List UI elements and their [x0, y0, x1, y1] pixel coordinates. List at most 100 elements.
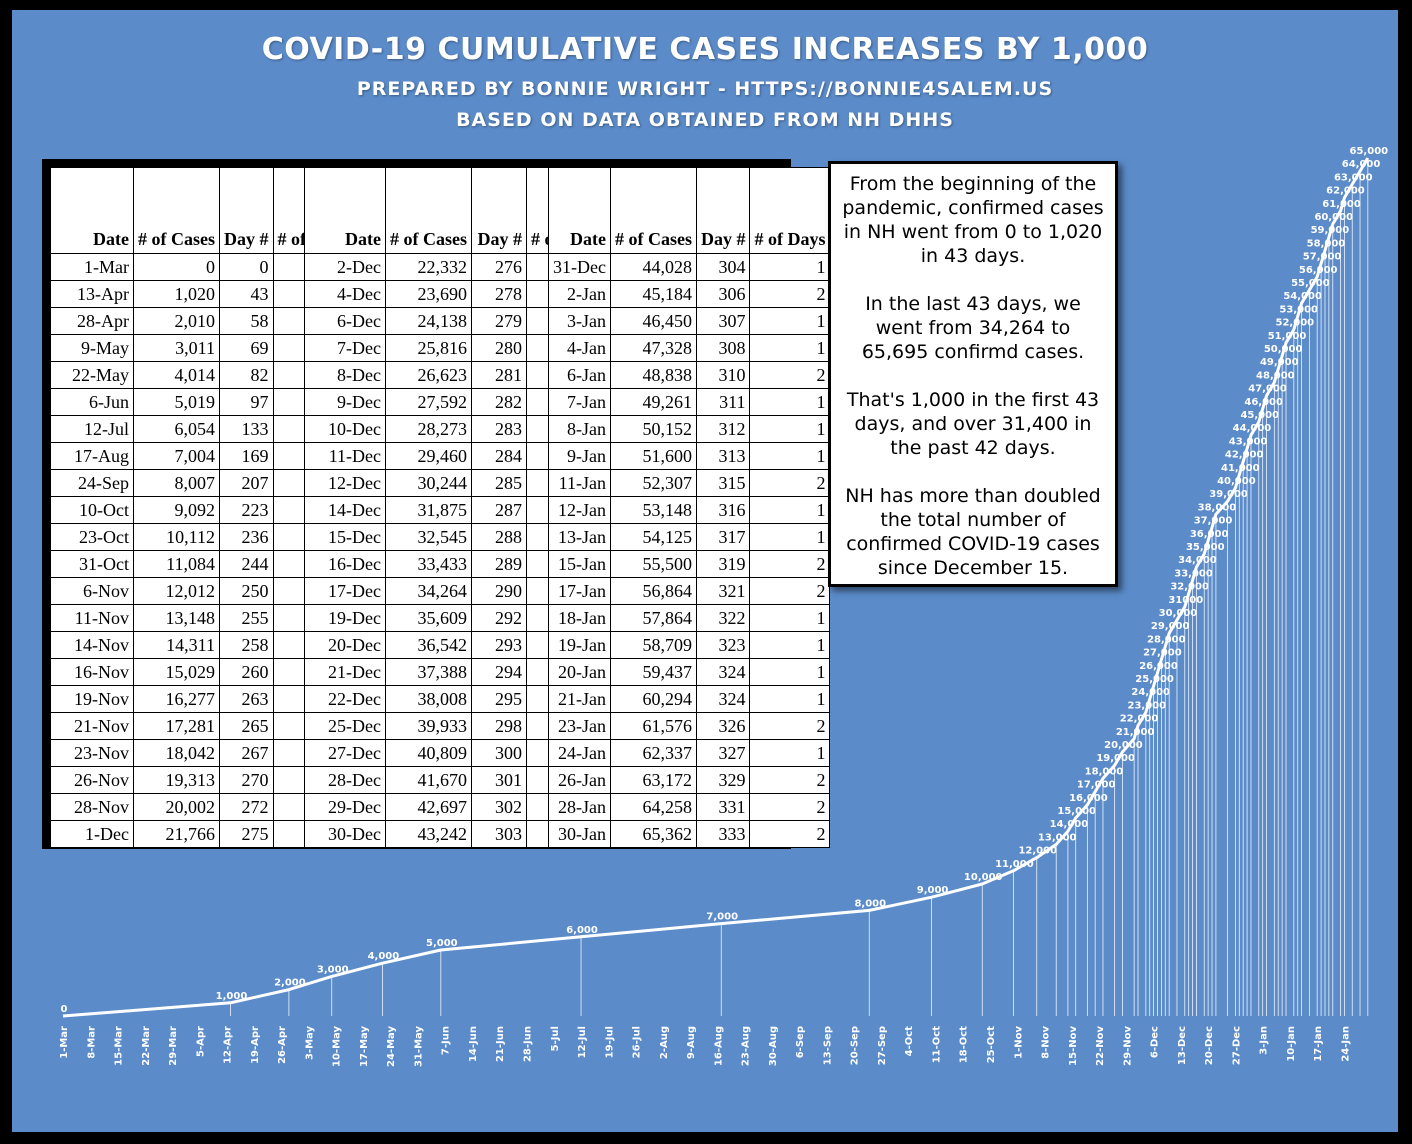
- point-label: 11,000: [995, 859, 1034, 870]
- point-label: 17,000: [1077, 780, 1116, 791]
- table-row: 21-Jan 60,294 324 1: [548, 685, 831, 713]
- x-tick-label: 16-Aug: [713, 1026, 724, 1066]
- table-cell: 133: [219, 415, 274, 443]
- table-cell: 315: [695, 469, 751, 497]
- table-cell: 2: [749, 361, 831, 389]
- point-label: 41,000: [1221, 463, 1260, 474]
- table-cell: 20-Jan: [548, 658, 611, 686]
- table-cell: 17-Aug: [50, 442, 134, 470]
- table-row: 17-Jan 56,864 321 2: [548, 577, 831, 605]
- table-cell: 6-Nov: [50, 577, 134, 605]
- x-tick-label: 19-Jul: [604, 1026, 615, 1058]
- table-cell: 270: [219, 766, 274, 794]
- x-tick-label: 5-Jul: [550, 1026, 561, 1051]
- table-cell: 289: [471, 550, 527, 578]
- table-cell: 60,294: [609, 685, 697, 713]
- table-row: 19-Jan 58,709 323 1: [548, 631, 831, 659]
- table-cell: 284: [471, 442, 527, 470]
- x-tick-label: 6-Sep: [795, 1026, 806, 1058]
- table-cell: 275: [219, 820, 274, 848]
- x-tick-label: 14-Jun: [468, 1026, 479, 1062]
- table-cell: 12-Jan: [548, 496, 611, 524]
- table-cell: 69: [219, 334, 274, 362]
- table-cell: 22,332: [385, 253, 472, 281]
- point-label: 38,000: [1198, 502, 1237, 513]
- table-cell: 23,690: [385, 280, 472, 308]
- x-tick-label: 1-Mar: [59, 1026, 70, 1059]
- point-label: 36,000: [1190, 529, 1229, 540]
- point-label: 58,000: [1307, 238, 1346, 249]
- table-cell: 50,152: [609, 415, 697, 443]
- table-cell: 2-Dec: [304, 253, 386, 281]
- table-cell: 29,460: [385, 442, 472, 470]
- table-row: 15-Jan 55,500 319 2: [548, 550, 831, 578]
- table-cell: 20,002: [133, 793, 220, 821]
- table-cell: 327: [695, 739, 751, 767]
- table-cell: 59,437: [609, 658, 697, 686]
- table-cell: 17-Jan: [548, 577, 611, 605]
- table-cell: 26-Jan: [548, 766, 611, 794]
- point-label: 0: [61, 1004, 68, 1015]
- table-cell: 17-Dec: [304, 577, 386, 605]
- table-cell: 312: [695, 415, 751, 443]
- callout-paragraph-2: In the last 43 days, we went from 34,264…: [861, 293, 1085, 363]
- series-line: [62, 157, 1370, 1018]
- point-label: 25,000: [1135, 674, 1174, 685]
- table-cell: 16-Dec: [304, 550, 386, 578]
- table-cell: 326: [695, 712, 751, 740]
- table-cell: 4-Jan: [548, 334, 611, 362]
- table-header-cell: Date: [50, 167, 134, 254]
- table-cell: 10-Dec: [304, 415, 386, 443]
- point-label: 48,000: [1256, 370, 1295, 381]
- point-label: 18,000: [1085, 766, 1124, 777]
- point-label: 9,000: [917, 885, 949, 896]
- point-label: 64,000: [1342, 159, 1381, 170]
- table-cell: 2: [749, 820, 831, 848]
- table-cell: 16-Nov: [50, 658, 134, 686]
- point-label: 42,000: [1225, 450, 1264, 461]
- table-cell: 97: [219, 388, 274, 416]
- table-cell: 12,012: [133, 577, 220, 605]
- table-cell: 49,261: [609, 388, 697, 416]
- point-label: 55,000: [1291, 278, 1330, 289]
- table-cell: 1: [749, 496, 831, 524]
- table-row: 3-Jan 46,450 307 1: [548, 307, 831, 335]
- table-cell: 31-Dec: [548, 253, 611, 281]
- table-cell: 12-Dec: [304, 469, 386, 497]
- x-tick-label: 24-Jan: [1340, 1026, 1351, 1062]
- point-label: 51,000: [1268, 331, 1307, 342]
- point-label: 65,000: [1350, 146, 1389, 157]
- table-cell: 12-Jul: [50, 415, 134, 443]
- point-label: 28,000: [1147, 634, 1186, 645]
- x-tick-label: 20-Dec: [1204, 1026, 1215, 1065]
- table-cell: 2: [749, 793, 831, 821]
- point-label: 22,000: [1120, 714, 1159, 725]
- table-header-cell: Day #: [471, 167, 527, 254]
- x-tick-label: 6-Dec: [1150, 1026, 1161, 1058]
- chart-subtitle-source: BASED ON DATA OBTAINED FROM NH DHHS: [456, 109, 954, 131]
- table-row: 20-Jan 59,437 324 1: [548, 658, 831, 686]
- table-cell: 329: [695, 766, 751, 794]
- table-cell: 13-Jan: [548, 523, 611, 551]
- table-cell: 15,029: [133, 658, 220, 686]
- table-cell: 14-Dec: [304, 496, 386, 524]
- table-cell: 292: [471, 604, 527, 632]
- x-tick-label: 18-Oct: [959, 1026, 970, 1063]
- table-cell: 40,809: [385, 739, 472, 767]
- table-row: 24-Jan 62,337 327 1: [548, 739, 831, 767]
- table-cell: 56,864: [609, 577, 697, 605]
- point-label: 19,000: [1096, 753, 1135, 764]
- point-label: 63,000: [1334, 172, 1373, 183]
- table-row: 9-Jan 51,600 313 1: [548, 442, 831, 470]
- callout-paragraph-4: NH has more than doubled the total numbe…: [845, 485, 1101, 579]
- table-header-cell: Day #: [219, 167, 274, 254]
- point-label: 57,000: [1303, 252, 1342, 263]
- point-label: 37,000: [1194, 516, 1233, 527]
- table-cell: 263: [219, 685, 274, 713]
- point-label: 24,000: [1131, 687, 1170, 698]
- table-cell: 28-Jan: [548, 793, 611, 821]
- table-cell: 10,112: [133, 523, 220, 551]
